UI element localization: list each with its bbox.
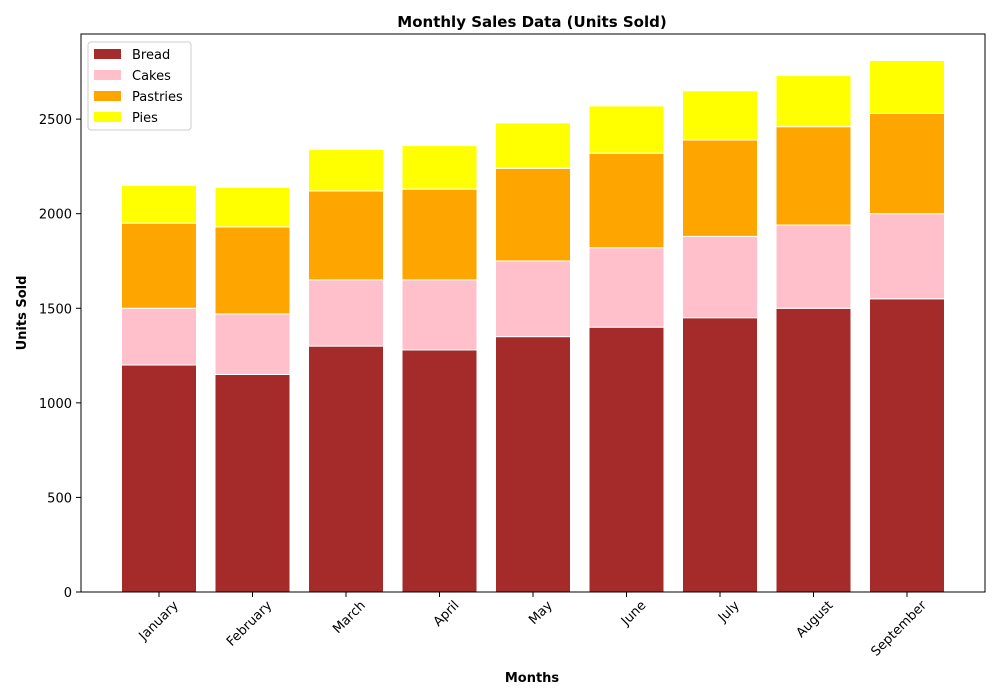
y-axis-label: Units Sold — [15, 276, 30, 351]
bar-bread-may — [495, 336, 571, 593]
y-tick-label-1000: 1000 — [39, 397, 72, 412]
bar-pies-may — [495, 122, 571, 169]
legend-label-pastries: Pastries — [132, 90, 183, 105]
bar-pies-august — [775, 75, 852, 128]
bar-pies-june — [588, 105, 665, 154]
bar-cakes-april — [401, 279, 478, 351]
bar-bread-june — [588, 326, 665, 593]
bar-bread-august — [775, 307, 852, 593]
bar-pastries-march — [308, 190, 384, 281]
chart-title: Monthly Sales Data (Units Sold) — [397, 13, 666, 31]
x-tick-label-june: June — [618, 598, 649, 629]
bar-pies-march — [308, 148, 384, 192]
bar-pastries-may — [495, 167, 571, 262]
bar-bread-january — [121, 364, 197, 593]
y-tick-label-0: 0 — [64, 586, 72, 601]
y-tick-label-1500: 1500 — [39, 302, 72, 317]
bar-cakes-july — [682, 235, 758, 319]
bar-cakes-february — [214, 313, 291, 375]
legend-label-cakes: Cakes — [132, 69, 171, 84]
bar-bread-july — [682, 317, 758, 593]
y-tick-label-2000: 2000 — [39, 208, 72, 223]
bar-pastries-august — [775, 126, 852, 226]
legend-label-bread: Bread — [132, 48, 170, 63]
bar-pies-february — [214, 186, 291, 228]
bar-pastries-july — [682, 139, 758, 237]
legend-swatch-bread — [94, 49, 121, 59]
bar-pies-july — [682, 90, 758, 141]
bar-pastries-june — [588, 152, 665, 249]
bar-cakes-august — [775, 224, 852, 309]
bars-layer — [121, 59, 945, 593]
x-tick-label-may: May — [526, 598, 556, 628]
bar-pastries-april — [401, 188, 478, 281]
bar-pastries-september — [869, 112, 945, 215]
bar-cakes-may — [495, 260, 571, 338]
x-tick-label-september: September — [868, 598, 930, 660]
legend-label-pies: Pies — [132, 111, 158, 126]
bar-pastries-february — [214, 226, 291, 315]
y-tick-label-500: 500 — [47, 491, 72, 506]
x-axis-label: Months — [505, 671, 560, 686]
y-tick-label-2500: 2500 — [39, 113, 72, 128]
x-tick-label-february: February — [224, 598, 276, 650]
bar-pies-january — [121, 184, 197, 224]
x-tick-label-july: July — [715, 598, 743, 626]
bar-pies-april — [401, 145, 478, 190]
bar-bread-march — [308, 345, 384, 593]
legend-swatch-cakes — [94, 70, 121, 80]
legend-swatch-pies — [94, 112, 121, 122]
bar-cakes-june — [588, 247, 665, 328]
legend-box — [87, 41, 192, 131]
x-tick-label-march: March — [330, 598, 369, 637]
bar-bread-april — [401, 349, 478, 593]
x-tick-label-august: August — [794, 598, 837, 641]
bar-cakes-march — [308, 279, 384, 347]
legend: Bread Cakes Pastries Pies — [87, 41, 192, 131]
x-tick-label-april: April — [431, 598, 463, 630]
bar-bread-september — [869, 298, 945, 593]
legend-swatch-pastries — [94, 91, 121, 101]
x-tick-label-january: January — [136, 598, 182, 644]
bar-pies-september — [869, 59, 945, 114]
bar-bread-february — [214, 373, 291, 593]
bar-cakes-september — [869, 213, 945, 300]
bar-cakes-january — [121, 307, 197, 366]
bar-pastries-january — [121, 222, 197, 309]
